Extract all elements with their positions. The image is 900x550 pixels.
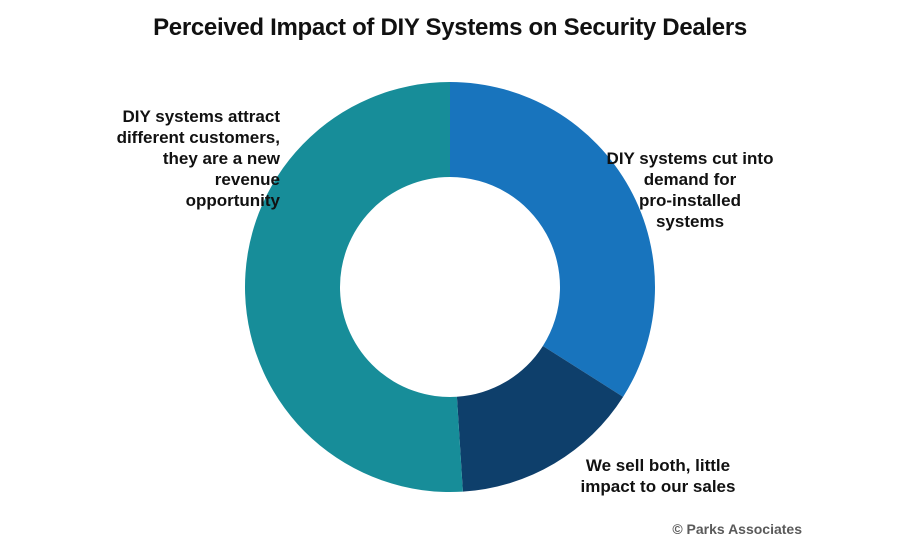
slice-cut-into-demand <box>450 82 655 397</box>
slice-label-cut-into-demand: DIY systems cut into demand for pro-inst… <box>606 149 774 231</box>
slice-label-sell-both: We sell both, little impact to our sales <box>580 456 736 496</box>
chart-title: Perceived Impact of DIY Systems on Secur… <box>153 14 747 41</box>
copyright-notice: © Parks Associates <box>672 521 802 537</box>
slice-label-new-revenue: DIY systems attract different customers,… <box>116 107 280 210</box>
slice-sell-both <box>456 345 624 492</box>
slice-new-revenue <box>244 82 463 493</box>
